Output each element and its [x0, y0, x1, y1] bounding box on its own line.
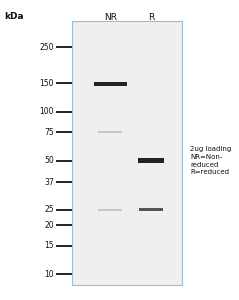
Text: 20: 20 [44, 221, 54, 230]
Text: 15: 15 [44, 241, 54, 250]
Text: 2ug loading
NR=Non-
reduced
R=reduced: 2ug loading NR=Non- reduced R=reduced [190, 146, 232, 176]
Text: 150: 150 [39, 79, 54, 88]
Bar [98, 131, 122, 133]
Bar [72, 21, 182, 285]
Bar [98, 209, 122, 211]
Bar [139, 208, 163, 211]
Text: 250: 250 [39, 43, 54, 52]
Text: R: R [148, 14, 154, 22]
Text: 25: 25 [44, 205, 54, 214]
Text: NR: NR [104, 14, 117, 22]
Bar [138, 158, 164, 163]
Text: 10: 10 [44, 270, 54, 279]
Text: 75: 75 [44, 128, 54, 136]
Text: 50: 50 [44, 156, 54, 165]
Bar [94, 82, 127, 86]
Text: kDa: kDa [5, 12, 24, 21]
Text: 37: 37 [44, 178, 54, 187]
Text: 100: 100 [39, 107, 54, 116]
